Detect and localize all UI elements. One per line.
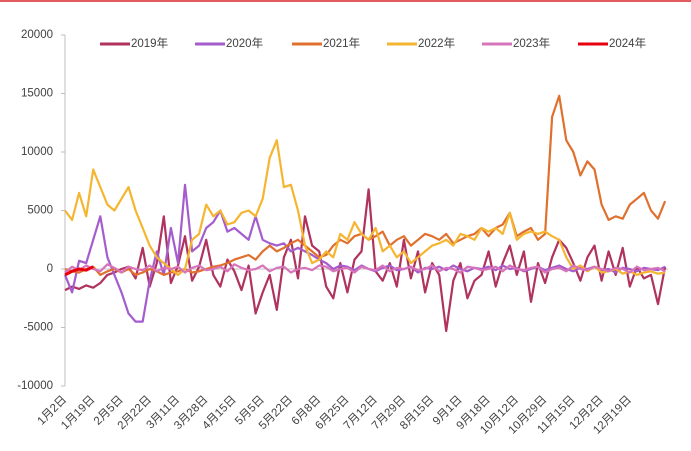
y-tick-label: 0 xyxy=(47,263,53,275)
y-tick-label: 20000 xyxy=(21,29,53,41)
series-line xyxy=(64,139,666,276)
y-tick-label: 5000 xyxy=(27,205,53,217)
series-line xyxy=(64,263,666,274)
legend-label: 2022年 xyxy=(418,36,455,50)
series-line xyxy=(64,265,94,277)
legend-label: 2020年 xyxy=(226,36,263,50)
y-tick-label: -5000 xyxy=(24,322,53,334)
y-tick-label: 15000 xyxy=(21,88,53,100)
series-line xyxy=(64,94,667,276)
series-line xyxy=(64,188,667,333)
legend-label: 2019年 xyxy=(131,36,168,50)
legend-label: 2021年 xyxy=(323,36,360,50)
legend-label: 2024年 xyxy=(609,36,646,50)
legend-label: 2023年 xyxy=(513,36,550,50)
y-tick-label: -10000 xyxy=(17,380,53,392)
y-tick-label: 10000 xyxy=(21,146,53,158)
